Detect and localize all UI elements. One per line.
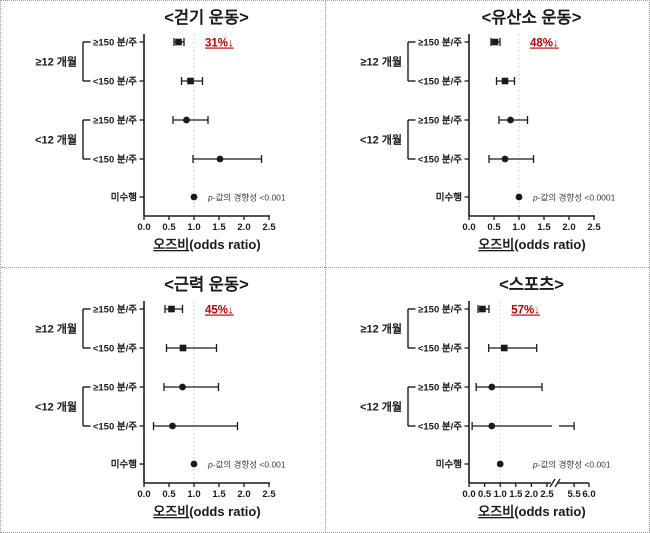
or-marker bbox=[507, 116, 514, 124]
group-label: <12 개월 bbox=[360, 133, 402, 147]
x-tick-label: 0.0 bbox=[137, 489, 150, 500]
or-marker bbox=[501, 77, 509, 85]
or-marker bbox=[187, 77, 194, 85]
x-tick-label: 1.0 bbox=[512, 222, 525, 233]
x-tick-label: 0.5 bbox=[162, 222, 176, 233]
x-axis-label: 오즈비(odds ratio) bbox=[478, 504, 585, 519]
group-label: <12 개월 bbox=[35, 133, 77, 147]
or-marker bbox=[501, 155, 509, 163]
row-label: <150 분/주 bbox=[418, 422, 462, 433]
p-trend-label: p-값의 경향성 <0.0001 bbox=[532, 193, 616, 203]
or-marker bbox=[479, 305, 486, 313]
x-tick-label: 0.0 bbox=[137, 222, 150, 233]
x-tick-label: 2.5 bbox=[540, 489, 554, 500]
or-marker bbox=[169, 422, 176, 430]
row-label: ≥150 분/주 bbox=[418, 383, 462, 394]
or-marker bbox=[190, 193, 198, 201]
reduction-annotation: 48%↓ bbox=[530, 38, 559, 50]
p-trend-label: p-값의 경향성 <0.001 bbox=[532, 460, 611, 470]
x-tick-label: 2.0 bbox=[237, 222, 250, 233]
row-label: ≥150 분/주 bbox=[418, 38, 462, 49]
or-marker bbox=[175, 38, 182, 46]
row-label: <150 분/주 bbox=[93, 422, 137, 433]
row-label: ≥150 분/주 bbox=[93, 38, 137, 49]
x-tick-label: 1.0 bbox=[187, 222, 200, 233]
row-label: ≥150 분/주 bbox=[93, 305, 137, 316]
x-tick-label: 2.5 bbox=[262, 222, 276, 233]
row-label: <150 분/주 bbox=[418, 155, 462, 166]
x-tick-label: 2.0 bbox=[562, 222, 575, 233]
group-label: <12 개월 bbox=[35, 400, 77, 414]
panel-title: <걷기 운동> bbox=[164, 8, 249, 27]
x-tick-label: 1.5 bbox=[212, 489, 226, 500]
row-label: 미수행 bbox=[436, 192, 462, 204]
or-marker bbox=[488, 422, 496, 430]
or-marker bbox=[216, 155, 224, 163]
or-marker bbox=[190, 460, 198, 468]
reduction-annotation: 31%↓ bbox=[205, 38, 234, 50]
x-axis-label: 오즈비(odds ratio) bbox=[153, 237, 260, 252]
group-label: ≥12 개월 bbox=[35, 55, 77, 69]
axis-break-mark bbox=[549, 478, 556, 488]
panel-title: <근력 운동> bbox=[164, 275, 249, 294]
x-axis-label: 오즈비(odds ratio) bbox=[478, 237, 585, 252]
row-label: <150 분/주 bbox=[93, 77, 137, 88]
x-tick-label: 0.5 bbox=[162, 489, 176, 500]
row-label: 미수행 bbox=[111, 192, 137, 204]
panel-divider-horizontal bbox=[1, 267, 649, 268]
group-label: <12 개월 bbox=[360, 400, 402, 414]
x-tick-label: 1.0 bbox=[187, 489, 200, 500]
row-label: ≥150 분/주 bbox=[418, 116, 462, 127]
group-label: ≥12 개월 bbox=[360, 322, 402, 336]
row-label: <150 분/주 bbox=[93, 344, 137, 355]
or-marker bbox=[496, 460, 504, 468]
x-tick-label: 1.5 bbox=[509, 489, 523, 500]
row-label: ≥150 분/주 bbox=[93, 383, 137, 394]
x-tick-label: 2.0 bbox=[237, 489, 250, 500]
row-label: ≥150 분/주 bbox=[418, 305, 462, 316]
x-tick-label: 2.5 bbox=[587, 222, 601, 233]
panel-divider-vertical bbox=[325, 1, 326, 532]
x-tick-label: 5.5 bbox=[567, 489, 581, 500]
x-tick-label: 1.0 bbox=[494, 489, 507, 500]
x-axis-label: 오즈비(odds ratio) bbox=[153, 504, 260, 519]
row-label: <150 분/주 bbox=[418, 77, 462, 88]
reduction-annotation: 57%↓ bbox=[511, 305, 540, 317]
row-label: ≥150 분/주 bbox=[93, 116, 137, 127]
x-tick-label: 2.5 bbox=[262, 489, 276, 500]
row-label: 미수행 bbox=[111, 459, 137, 471]
forest-plot-panel-sports: <스포츠> 0.0 0.5 1.0 1.5 2.0 2.5 5.5 6.0 오즈비(odds ra… bbox=[360, 275, 611, 519]
axis-break-mark bbox=[554, 478, 561, 488]
row-label: 미수행 bbox=[436, 459, 462, 471]
x-tick-label: 0.5 bbox=[478, 489, 492, 500]
or-marker bbox=[179, 344, 187, 352]
panel-title: <유산소 운동> bbox=[482, 8, 582, 27]
or-marker bbox=[183, 116, 190, 124]
or-marker bbox=[488, 383, 496, 391]
x-tick-label: 0.5 bbox=[487, 222, 501, 233]
or-marker bbox=[500, 344, 508, 352]
or-marker bbox=[179, 383, 186, 391]
or-marker bbox=[491, 38, 499, 46]
x-tick-label: 6.0 bbox=[582, 489, 595, 500]
group-label: ≥12 개월 bbox=[360, 55, 402, 69]
or-marker bbox=[168, 305, 175, 313]
x-tick-label: 1.5 bbox=[537, 222, 551, 233]
group-label: ≥12 개월 bbox=[35, 322, 77, 336]
or-marker bbox=[515, 193, 523, 201]
x-tick-label: 0.0 bbox=[462, 489, 475, 500]
x-tick-label: 1.5 bbox=[212, 222, 226, 233]
row-label: <150 분/주 bbox=[418, 344, 462, 355]
p-trend-label: p-값의 경향성 <0.001 bbox=[207, 460, 286, 470]
p-trend-label: p-값의 경향성 <0.001 bbox=[207, 193, 286, 203]
x-tick-label: 2.0 bbox=[525, 489, 538, 500]
row-label: <150 분/주 bbox=[93, 155, 137, 166]
panel-title: <스포츠> bbox=[499, 275, 564, 294]
reduction-annotation: 45%↓ bbox=[205, 305, 234, 317]
x-tick-label: 0.0 bbox=[462, 222, 475, 233]
